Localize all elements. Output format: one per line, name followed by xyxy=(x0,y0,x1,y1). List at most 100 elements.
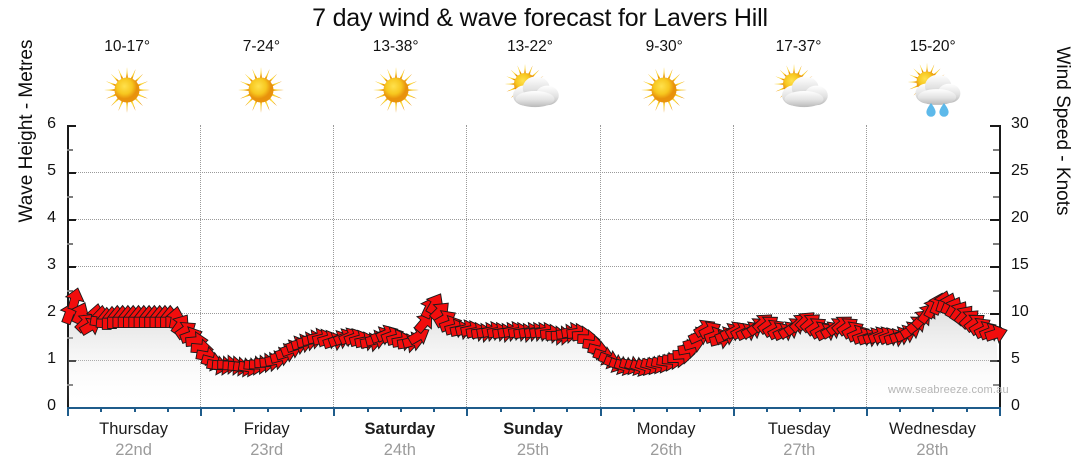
day-date: 26th xyxy=(650,441,683,459)
day-name: Saturday xyxy=(364,420,436,438)
left-axis-tick-label: 2 xyxy=(47,303,56,320)
left-axis-title: Wave Height - Metres xyxy=(16,39,37,223)
left-axis-tick-label: 5 xyxy=(47,162,56,179)
day-label-monday: Monday 26th xyxy=(600,418,733,470)
temperature-range: 13-22° xyxy=(507,38,553,55)
x-axis-tick xyxy=(832,407,835,412)
sunny-icon xyxy=(95,59,159,121)
day-label-friday: Friday 23rd xyxy=(200,418,333,470)
x-axis-tick xyxy=(732,407,735,416)
day-name: Wednesday xyxy=(888,420,976,438)
day-name: Friday xyxy=(243,420,290,438)
axis-tick xyxy=(990,313,999,315)
axis-tick xyxy=(993,195,999,198)
gridline xyxy=(67,313,999,314)
axis-tick xyxy=(67,148,73,151)
day-separator xyxy=(599,125,601,407)
gridline xyxy=(67,172,999,173)
day-date: 28th xyxy=(916,441,949,459)
x-axis-tick xyxy=(166,407,169,412)
axis-tick xyxy=(993,289,999,292)
right-axis-tick-label: 30 xyxy=(1011,115,1029,132)
left-axis-tick-label: 3 xyxy=(47,256,56,273)
sunny-icon xyxy=(632,59,696,121)
day-header-saturday: 13-38° xyxy=(329,38,463,126)
sunny-icon xyxy=(229,59,293,121)
x-axis-tick xyxy=(766,407,768,412)
x-axis-tick xyxy=(632,407,635,412)
axis-tick xyxy=(67,242,73,245)
x-axis-tick xyxy=(466,407,469,416)
x-axis-tick xyxy=(965,407,968,412)
day-name: Thursday xyxy=(99,420,168,438)
day-header-sunday: 13-22° xyxy=(463,38,597,126)
axis-tick xyxy=(67,219,76,221)
x-axis-tick xyxy=(67,407,69,416)
temperature-range: 10-17° xyxy=(104,38,151,55)
day-label-sunday: Sunday 25th xyxy=(466,418,599,470)
day-separator xyxy=(865,125,867,407)
axis-tick xyxy=(990,125,999,127)
day-label-wednesday: Wednesday 28th xyxy=(866,418,999,470)
axis-tick xyxy=(67,172,76,174)
right-axis-tick-label: 5 xyxy=(1011,350,1020,367)
temperature-range: 17-37° xyxy=(775,38,822,55)
x-axis-tick xyxy=(932,407,935,412)
day-header-monday: 9-30° xyxy=(597,38,731,126)
axis-tick xyxy=(67,195,73,198)
plot-area xyxy=(59,125,1008,409)
left-axis-tick-label: 6 xyxy=(47,115,56,132)
right-axis-tick-label: 10 xyxy=(1011,303,1029,320)
sunny-icon xyxy=(364,59,428,121)
x-axis-tick xyxy=(100,407,103,412)
x-axis-tick xyxy=(699,407,702,412)
day-separator xyxy=(200,125,202,407)
right-axis-title: Wind Speed - Knots xyxy=(1052,46,1073,216)
x-axis-tick xyxy=(366,407,369,412)
right-axis-tick-label: 15 xyxy=(1011,256,1029,273)
watermark: www.seabreeze.com.au xyxy=(888,384,1009,396)
x-axis-tick xyxy=(865,407,868,416)
day-header-tuesday: 17-37° xyxy=(731,38,865,126)
wind-arrow xyxy=(413,313,433,335)
day-header-wednesday: 15-20° xyxy=(866,38,1000,126)
day-name: Monday xyxy=(636,420,696,438)
axis-tick xyxy=(993,242,999,245)
x-axis-tick xyxy=(799,407,802,412)
day-header-friday: 7-24° xyxy=(194,38,328,126)
x-axis-ticks xyxy=(67,407,1001,417)
temperature-range: 13-38° xyxy=(372,38,419,55)
partly-cloudy-icon xyxy=(767,59,831,121)
partly-cloudy-icon xyxy=(498,59,562,121)
x-axis-tick xyxy=(133,407,136,412)
x-axis-tick xyxy=(399,407,402,412)
day-header-strip: 10-17° 7-24° 13-38° 13-22° 9-30° 17-37° 15-20° xyxy=(60,38,1000,126)
axis-tick xyxy=(67,125,76,127)
right-axis-tick-label: 0 xyxy=(1011,397,1020,414)
x-axis-tick xyxy=(999,407,1001,416)
temperature-range: 9-30° xyxy=(645,38,683,55)
day-label-tuesday: Tuesday 27th xyxy=(733,418,866,470)
right-axis-line xyxy=(999,125,1001,407)
x-axis-tick xyxy=(433,407,436,412)
x-axis-tick xyxy=(300,407,302,412)
showers-icon xyxy=(901,59,965,121)
day-label-saturday: Saturday 24th xyxy=(333,418,466,470)
axis-tick xyxy=(990,266,999,268)
day-header-thursday: 10-17° xyxy=(60,38,194,126)
gridline xyxy=(67,266,999,267)
wind-arrow xyxy=(984,324,1008,344)
x-axis-tick xyxy=(533,407,535,412)
axis-tick xyxy=(990,172,999,174)
right-axis-tick-label: 20 xyxy=(1011,209,1029,226)
day-label-strip: Thursday 22nd Friday 23rd Saturday 24th Sunday… xyxy=(67,418,999,470)
axis-tick xyxy=(67,266,76,268)
day-name: Sunday xyxy=(503,420,563,438)
x-axis-tick xyxy=(333,407,336,416)
day-separator xyxy=(466,125,468,407)
page-title: 7 day wind & wave forecast for Lavers Hi… xyxy=(312,4,768,32)
x-axis-tick xyxy=(233,407,236,412)
x-axis-tick xyxy=(566,407,569,412)
left-axis-tick-label: 1 xyxy=(47,350,56,367)
